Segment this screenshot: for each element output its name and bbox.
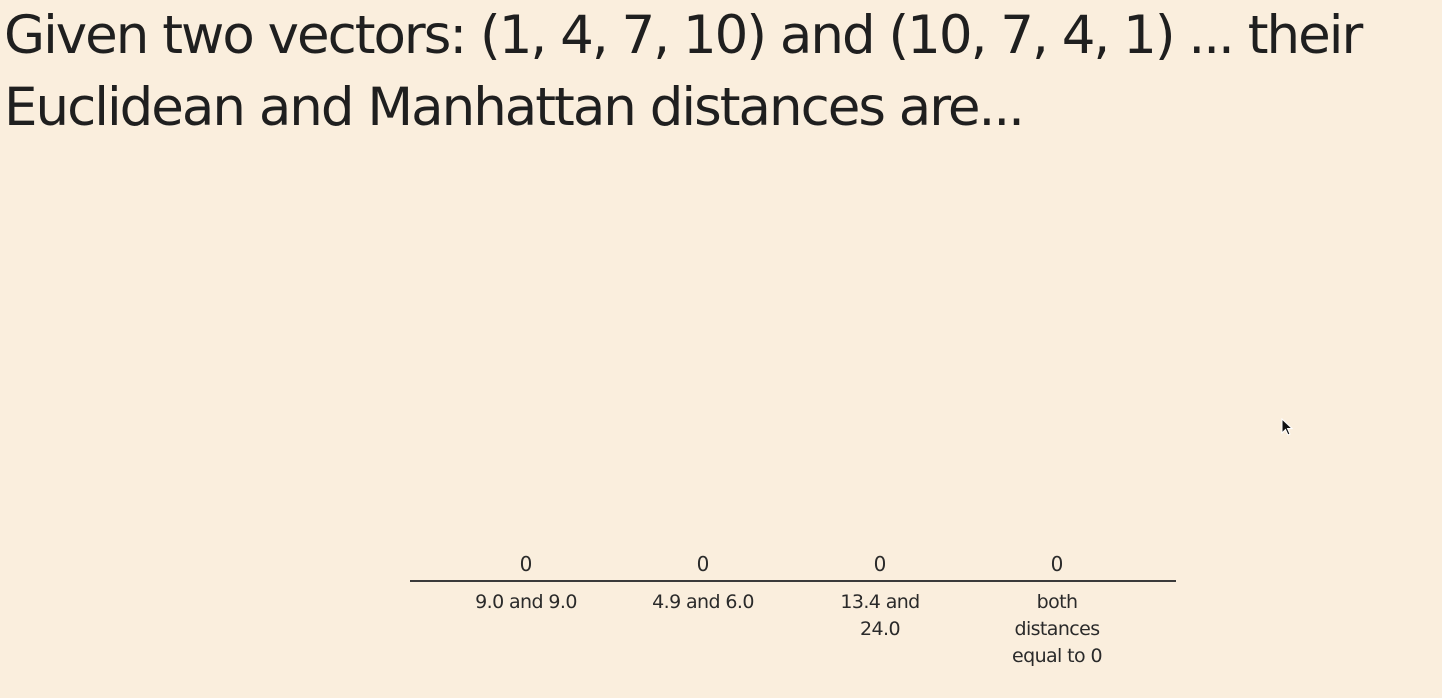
question-text: Given two vectors: (1, 4, 7, 10) and (10…: [4, 0, 1424, 144]
question-line-2: Euclidean and Manhattan distances are...: [4, 77, 1025, 138]
question-line-1: Given two vectors: (1, 4, 7, 10) and (10…: [4, 5, 1363, 66]
category-label-1: 9.0 and 9.0: [475, 591, 577, 613]
mouse-pointer-icon: [1281, 418, 1293, 436]
category-label-4: both distances equal to 0: [1012, 591, 1102, 667]
bar-value-label-2: 0: [697, 552, 710, 576]
category-label-3: 13.4 and 24.0: [840, 591, 919, 640]
category-label-2: 4.9 and 6.0: [652, 591, 754, 613]
bar-value-label-3: 0: [874, 552, 887, 576]
bar-value-label-4: 0: [1051, 552, 1064, 576]
bar-value-label-1: 0: [520, 552, 533, 576]
